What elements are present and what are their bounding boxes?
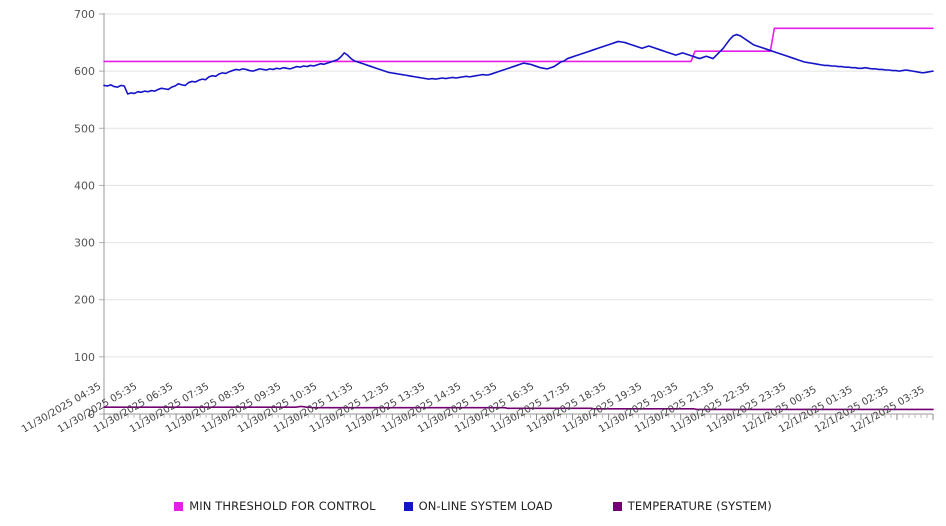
chart-legend: MIN THRESHOLD FOR CONTROL ON-LINE SYSTEM … xyxy=(0,494,946,518)
legend-item-3[interactable]: TEMPERATURE (SYSTEM) xyxy=(612,499,772,513)
y-tick-label: 600 xyxy=(74,65,95,78)
legend-item-1[interactable]: MIN THRESHOLD FOR CONTROL xyxy=(174,499,376,513)
series-line xyxy=(103,405,934,411)
legend-item-2[interactable]: ON-LINE SYSTEM LOAD xyxy=(403,499,553,513)
y-tick-label: 400 xyxy=(74,179,95,192)
y-tick-label: 0 xyxy=(88,408,95,421)
legend-label: ON-LINE SYSTEM LOAD xyxy=(418,499,553,513)
y-tick-label: 300 xyxy=(74,237,95,250)
legend-swatch-icon xyxy=(174,501,184,511)
legend-swatch-icon xyxy=(612,501,622,511)
series-line xyxy=(103,27,934,63)
y-tick-label: 200 xyxy=(74,294,95,307)
legend-label: MIN THRESHOLD FOR CONTROL xyxy=(189,499,376,513)
legend-label: TEMPERATURE (SYSTEM) xyxy=(627,499,772,513)
series-line xyxy=(103,33,934,95)
y-tick-label: 100 xyxy=(74,351,95,364)
y-tick-label: 700 xyxy=(74,8,95,21)
y-tick-label: 500 xyxy=(74,122,95,135)
legend-swatch-icon xyxy=(403,501,413,511)
